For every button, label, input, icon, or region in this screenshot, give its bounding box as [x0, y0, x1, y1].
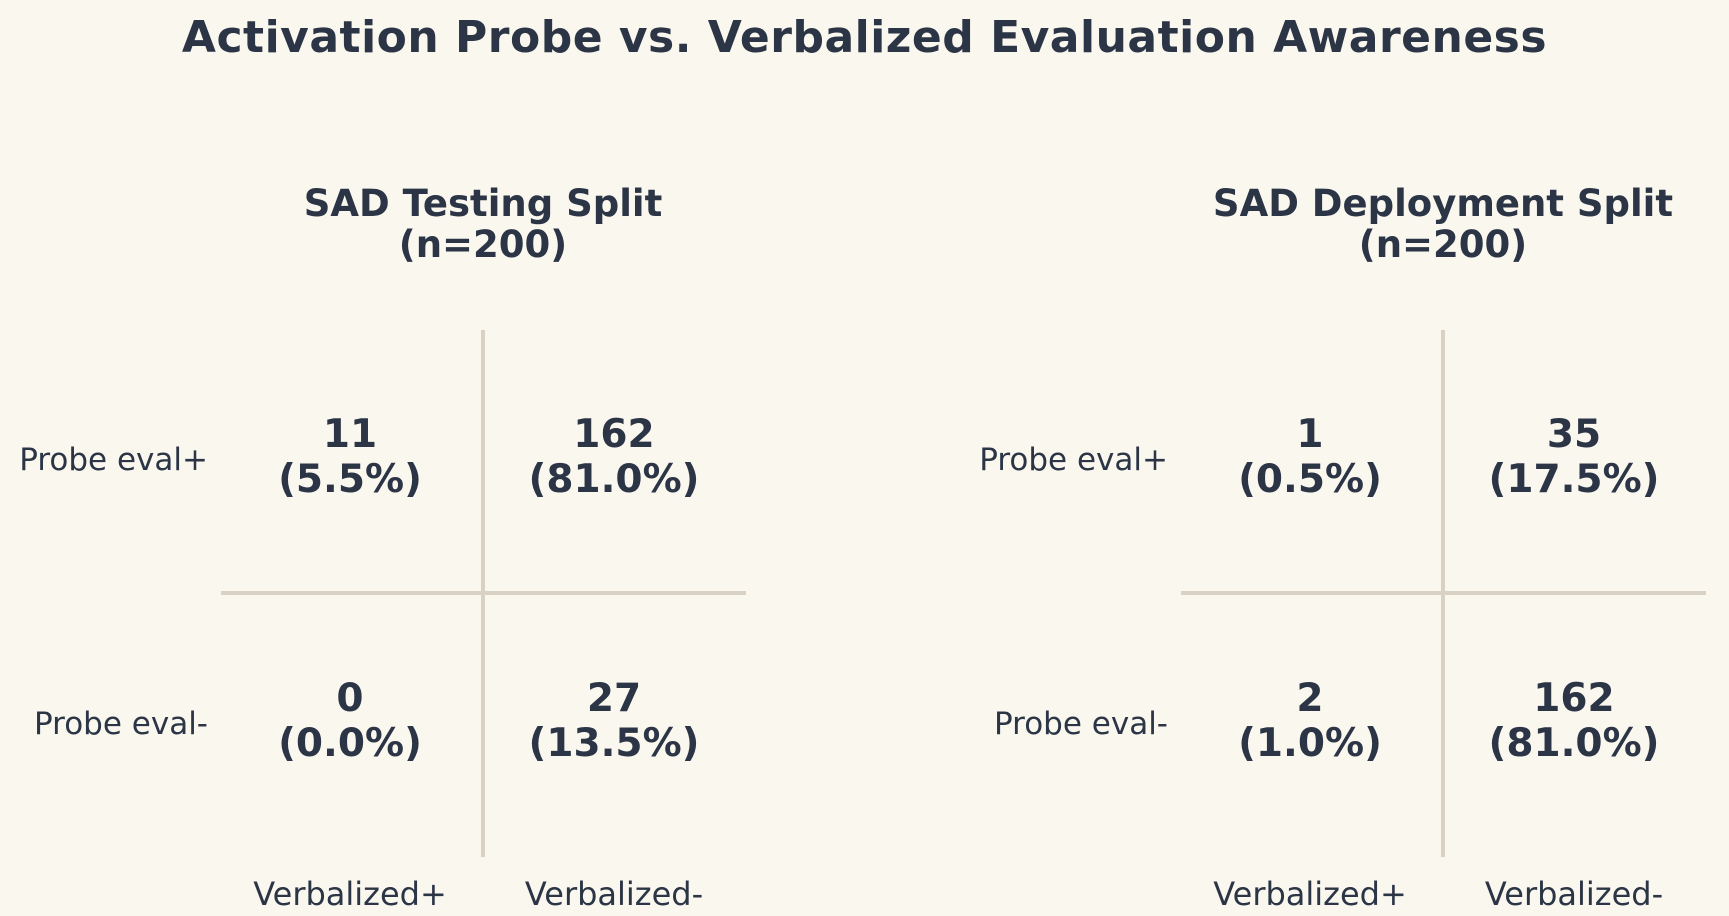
- row-label-probe-eval-neg: Probe eval-: [34, 706, 208, 742]
- col-label-verbalized-pos: Verbalized+: [253, 875, 447, 913]
- row-label-probe-eval-pos: Probe eval+: [19, 442, 208, 478]
- matrix-cell: 0 (0.0%): [190, 676, 510, 766]
- cell-percent: (0.5%): [1238, 457, 1382, 502]
- cell-percent: (5.5%): [278, 457, 422, 502]
- panel-sad-deployment-split: SAD Deployment Split (n=200) Probe eval+…: [960, 0, 1729, 916]
- cell-count: 1: [1296, 412, 1324, 457]
- col-label-verbalized-neg: Verbalized-: [1484, 875, 1664, 913]
- panel-title-text: SAD Deployment Split: [1212, 182, 1674, 225]
- cell-percent: (81.0%): [528, 457, 700, 502]
- cell-count: 35: [1546, 412, 1602, 457]
- panel-title: SAD Deployment Split (n=200): [1143, 183, 1729, 265]
- cell-count: 2: [1296, 676, 1324, 721]
- matrix-cell: 1 (0.5%): [1150, 412, 1470, 502]
- matrix-cell: 27 (13.5%): [454, 676, 774, 766]
- cell-percent: (81.0%): [1488, 721, 1660, 766]
- col-label-verbalized-pos: Verbalized+: [1213, 875, 1407, 913]
- cell-percent: (0.0%): [278, 721, 422, 766]
- matrix-cell: 2 (1.0%): [1150, 676, 1470, 766]
- cell-count: 162: [573, 412, 655, 457]
- panel-subtitle-text: (n=200): [398, 223, 568, 266]
- panel-subtitle-text: (n=200): [1358, 223, 1528, 266]
- cell-percent: (1.0%): [1238, 721, 1382, 766]
- matrix-cell: 35 (17.5%): [1414, 412, 1729, 502]
- cell-count: 162: [1533, 676, 1615, 721]
- panel-title-text: SAD Testing Split: [303, 182, 663, 225]
- row-label-probe-eval-neg: Probe eval-: [994, 706, 1168, 742]
- matrix-cell: 11 (5.5%): [190, 412, 510, 502]
- panel-title: SAD Testing Split (n=200): [183, 183, 783, 265]
- horizontal-divider-line: [1181, 591, 1706, 595]
- figure-title: Activation Probe vs. Verbalized Evaluati…: [181, 12, 1548, 63]
- matrix-cell: 162 (81.0%): [1414, 676, 1729, 766]
- col-label-verbalized-neg: Verbalized-: [524, 875, 704, 913]
- cell-percent: (17.5%): [1488, 457, 1660, 502]
- cell-count: 0: [336, 676, 364, 721]
- matrix-cell: 162 (81.0%): [454, 412, 774, 502]
- horizontal-divider-line: [221, 591, 746, 595]
- cell-count: 27: [586, 676, 642, 721]
- panel-sad-testing-split: SAD Testing Split (n=200) Probe eval+ Pr…: [0, 0, 770, 916]
- cell-percent: (13.5%): [528, 721, 700, 766]
- row-label-probe-eval-pos: Probe eval+: [979, 442, 1168, 478]
- cell-count: 11: [322, 412, 378, 457]
